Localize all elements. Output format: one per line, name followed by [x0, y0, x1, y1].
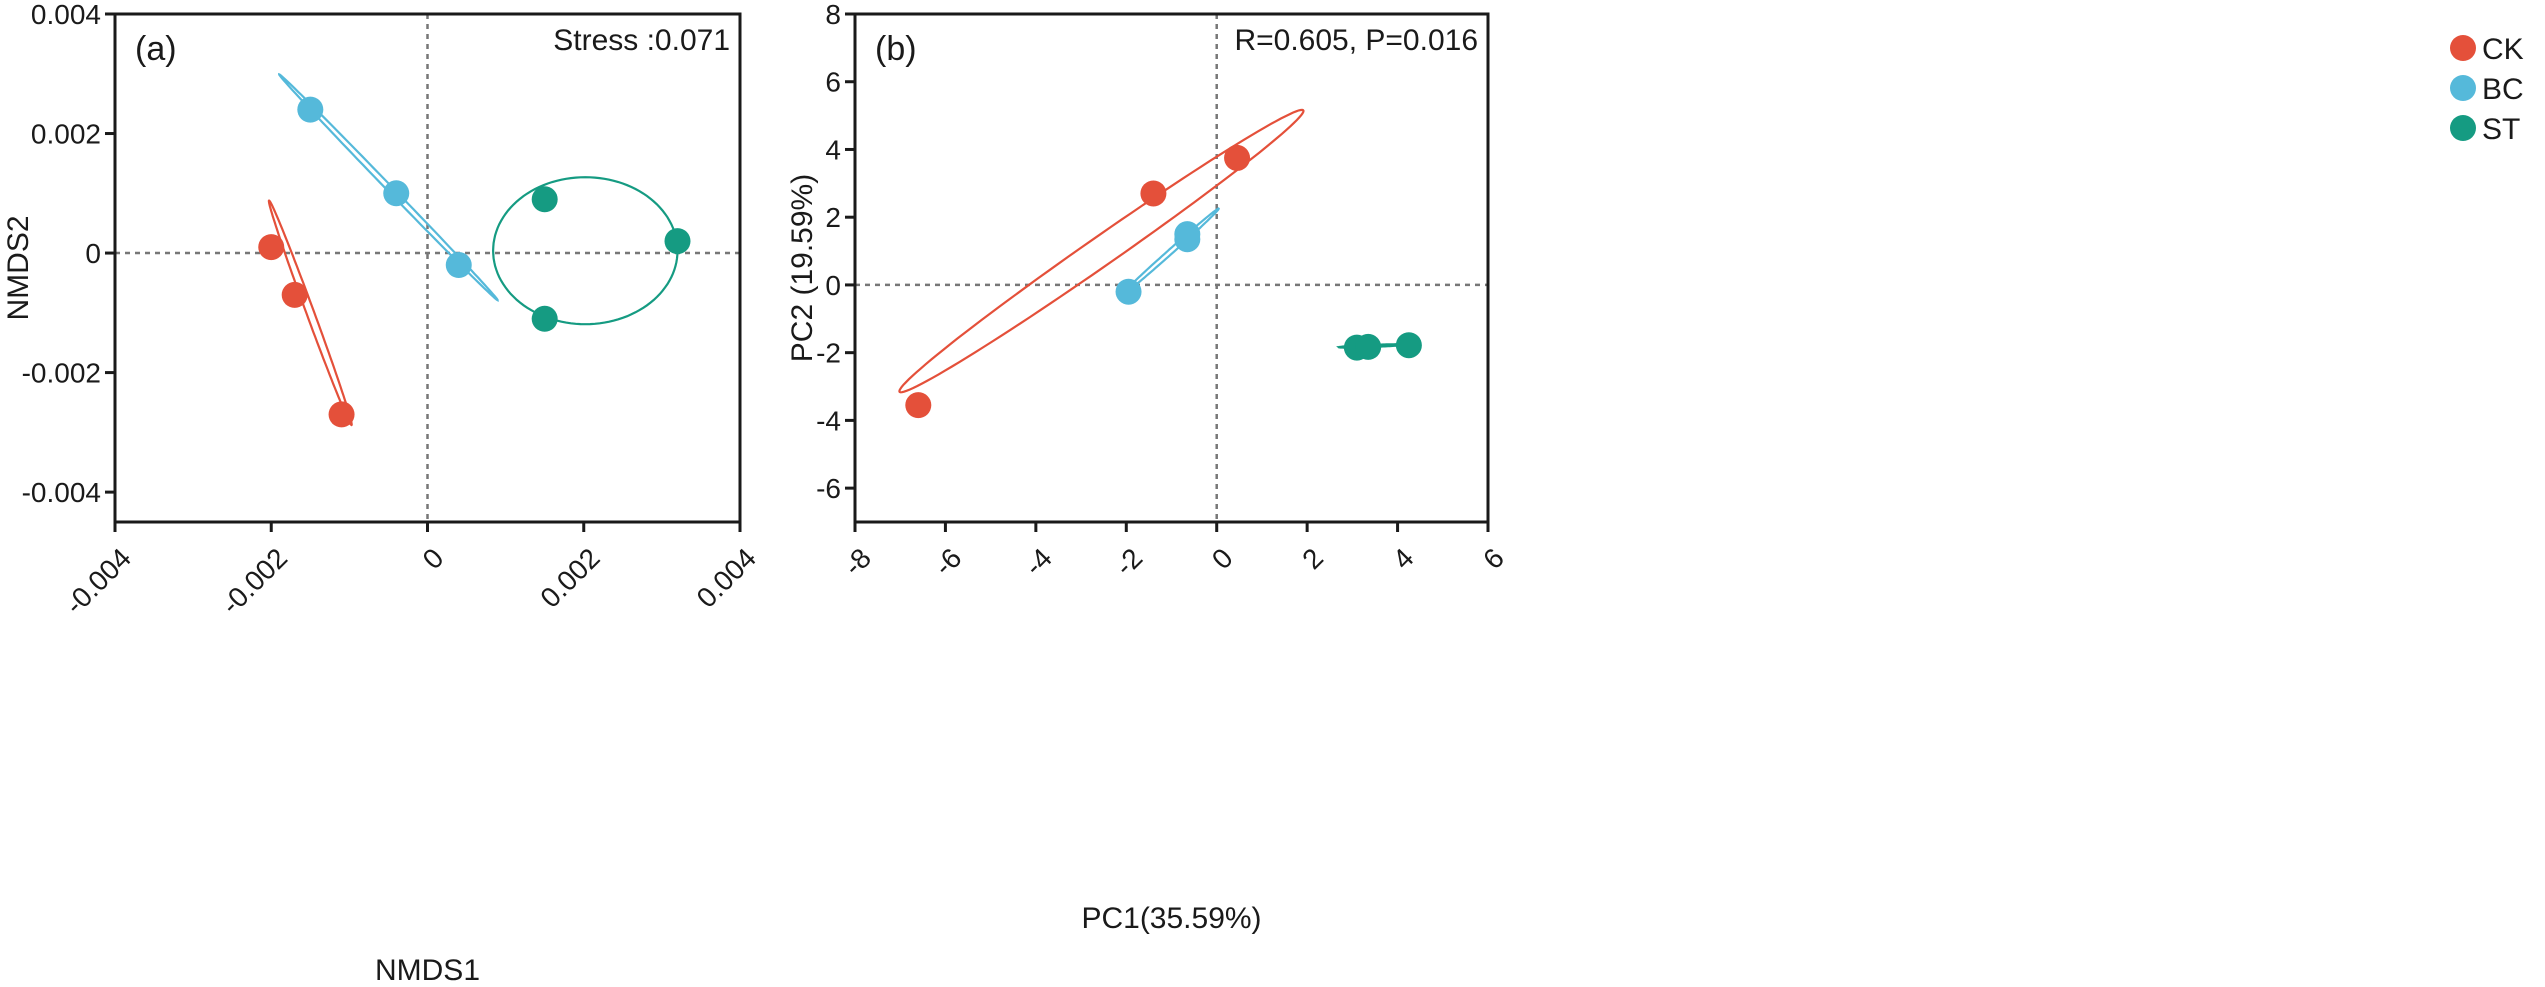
point-ck-1	[905, 392, 932, 419]
point-ck-2	[1140, 180, 1167, 207]
point-ck-2	[281, 281, 308, 308]
y-tick-label: 2	[825, 202, 841, 233]
point-bc-3	[1174, 226, 1201, 253]
x-axis-title: NMDS1	[375, 954, 480, 987]
y-tick-label: -6	[816, 473, 841, 504]
point-st-3	[1395, 332, 1422, 359]
legend-label-ck: CK	[2482, 33, 2524, 66]
point-st-3	[531, 305, 558, 332]
confidence-ellipse-ck	[267, 199, 353, 427]
y-tick-label: -2	[816, 338, 841, 369]
x-tick-label: 0	[417, 542, 450, 575]
confidence-ellipse-st	[1336, 343, 1410, 349]
x-axis-title: PC1(35.59%)	[1081, 902, 1261, 935]
y-tick-label: 8	[825, 0, 841, 30]
point-bc-1	[1115, 278, 1142, 305]
legend-marker-bc	[2450, 75, 2476, 101]
point-bc-3	[445, 252, 472, 279]
point-bc-1	[297, 96, 324, 123]
y-tick-label: 0.002	[31, 119, 101, 150]
y-tick-label: 4	[825, 134, 841, 165]
y-axis-title: PC2 (19.59%)	[786, 174, 819, 362]
x-tick-label: -0.004	[59, 542, 137, 620]
legend: CK BC ST	[2450, 33, 2524, 146]
x-tick-label: 2	[1296, 542, 1329, 575]
x-tick-label: -0.002	[215, 542, 293, 620]
panel-label: (b)	[875, 30, 917, 68]
x-tick-label: 0.004	[691, 542, 762, 613]
y-axis-title: NMDS2	[2, 215, 35, 320]
point-ck-3	[328, 401, 355, 428]
x-tick-label: 4	[1387, 542, 1420, 575]
y-tick-label: 0	[825, 270, 841, 301]
point-st-2	[664, 228, 691, 255]
panel-annotation: Stress :0.071	[553, 24, 730, 57]
point-bc-2	[383, 180, 410, 207]
legend-marker-st	[2450, 115, 2476, 141]
x-tick-label: -2	[1109, 542, 1149, 582]
panel-b-pca: -8 -6 -4 -2 0 2 4 6 -6 -4 -2 0 2 4 6 8 PC1(35.59%) PC2 (1…	[786, 0, 1510, 935]
y-tick-label: 0	[85, 238, 101, 269]
point-ck-3	[1224, 144, 1251, 171]
x-tick-label: 6	[1477, 542, 1510, 575]
y-tick-label: 0.004	[31, 0, 101, 30]
x-tick-label: -4	[1018, 542, 1058, 582]
legend-label-bc: BC	[2482, 73, 2524, 106]
y-tick-label: 6	[825, 67, 841, 98]
x-tick-label: -8	[838, 542, 878, 582]
confidence-ellipse-st	[491, 176, 679, 326]
y-tick-label: -0.002	[22, 358, 101, 389]
y-tick-label: -0.004	[22, 477, 101, 508]
point-ck-1	[258, 234, 285, 261]
plot-frame	[853, 12, 1490, 524]
legend-label-st: ST	[2482, 113, 2520, 146]
x-tick-label: 0	[1206, 542, 1239, 575]
panel-label: (a)	[135, 30, 177, 68]
legend-marker-ck	[2450, 35, 2476, 61]
confidence-ellipse-bc	[278, 72, 499, 302]
panel-annotation: R=0.605, P=0.016	[1234, 24, 1478, 57]
point-st-1	[531, 186, 558, 213]
panel-a-nmds: -0.004 -0.002 0 0.002 0.004 -0.004 -0.002 0 0.00…	[2, 0, 762, 987]
x-tick-label: -6	[928, 542, 968, 582]
y-tick-label: -4	[816, 405, 841, 436]
confidence-ellipse-ck	[898, 108, 1305, 394]
x-tick-label: 0.002	[534, 542, 605, 613]
point-st-2	[1355, 333, 1382, 360]
